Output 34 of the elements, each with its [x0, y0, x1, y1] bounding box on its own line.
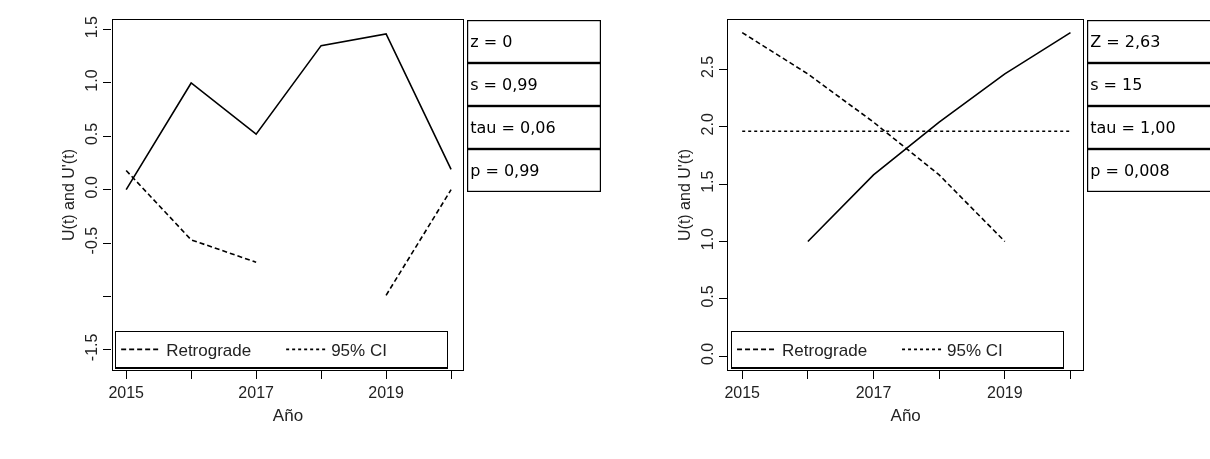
y-tick-label: 2.5 — [698, 55, 716, 79]
x-axis-title: Año — [890, 405, 921, 425]
text: tau = 0,06 — [470, 118, 556, 138]
y-tick-label: -0.5 — [83, 226, 101, 255]
y-tick-label: 0.5 — [83, 122, 101, 146]
y-tick-label: 0.5 — [698, 285, 716, 308]
legend-label: 95% CI — [331, 340, 387, 360]
text: p = 0,99 — [470, 161, 540, 181]
text: s = 0,99 — [470, 75, 538, 95]
y-tick-label: 2.0 — [698, 113, 716, 136]
text: p = 0,008 — [1090, 161, 1170, 181]
x-tick-label: 2019 — [987, 384, 1023, 402]
x-tick-label: 2017 — [238, 384, 275, 402]
y-axis-title: U(t) and U'(t) — [59, 149, 77, 241]
legend-label: 95% CI — [947, 340, 1003, 360]
x-tick-label: 2015 — [108, 384, 145, 402]
y-tick-label: -1.5 — [83, 333, 101, 362]
x-tick-label: 2019 — [368, 384, 404, 402]
legend-label: Retrograde — [782, 340, 868, 360]
text: Z = 2,63 — [1090, 32, 1161, 52]
x-axis-title: Año — [272, 405, 304, 425]
x-tick-label: 2015 — [724, 384, 761, 402]
y-tick-label: 1.5 — [83, 15, 101, 39]
y-tick-label: 1.0 — [83, 69, 101, 92]
text: s = 15 — [1090, 75, 1143, 95]
x-tick-label: 2017 — [855, 384, 892, 402]
text: z = 0 — [470, 32, 513, 52]
y-tick-label: 1.5 — [698, 170, 716, 193]
legend-label: Retrograde — [166, 340, 252, 360]
y-tick-label: 0.0 — [698, 342, 716, 365]
y-tick-label: 0.0 — [83, 176, 101, 199]
text: tau = 1,00 — [1090, 118, 1176, 138]
y-axis-title: U(t) and U'(t) — [675, 149, 693, 241]
y-tick-label: 1.0 — [698, 227, 716, 251]
